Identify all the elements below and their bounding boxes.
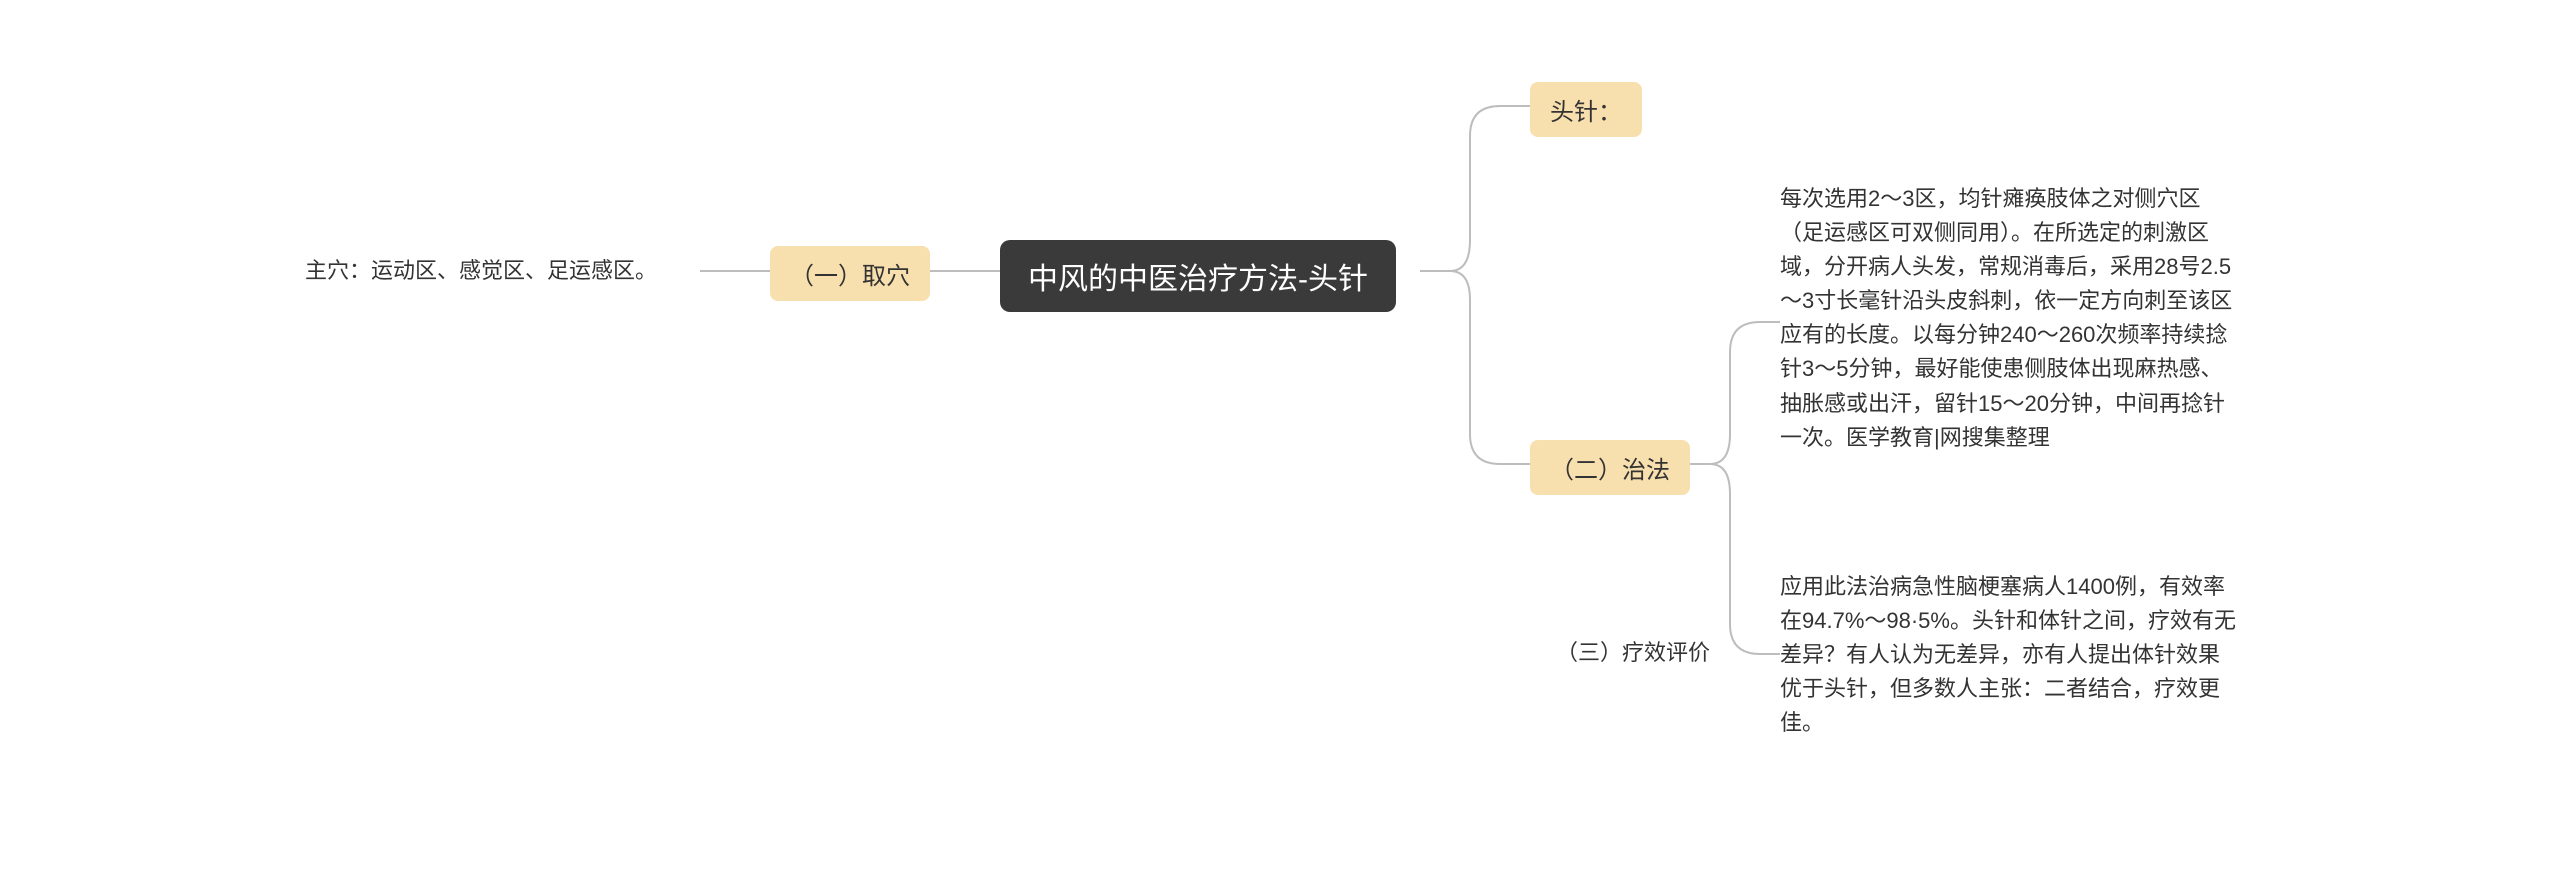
right-cat-1: 头针： [1530,82,1642,137]
left-leaf: 主穴：运动区、感觉区、足运感区。 [305,254,657,288]
left-category: （一）取穴 [770,246,930,301]
edge-root-r1 [1420,106,1530,271]
right-leaf-2: 每次选用2～3区，均针瘫痪肢体之对侧穴区（足运感区可双侧同用）。在所选定的刺激区… [1780,182,2240,455]
right-label-3: （三）疗效评价 [1556,636,1710,670]
right-cat-2: （二）治法 [1530,440,1690,495]
mindmap-canvas: 中风的中医治疗方法-头针 （一）取穴 主穴：运动区、感觉区、足运感区。 头针： … [0,0,2560,880]
edge-root-r2 [1420,271,1530,464]
root-node: 中风的中医治疗方法-头针 [1000,240,1396,312]
edge-r2-leaf [1690,322,1780,464]
edge-r2-r3 [1690,464,1780,654]
right-leaf-3: 应用此法治病急性脑梗塞病人1400例，有效率在94.7%～98·5%。头针和体针… [1780,570,2240,740]
